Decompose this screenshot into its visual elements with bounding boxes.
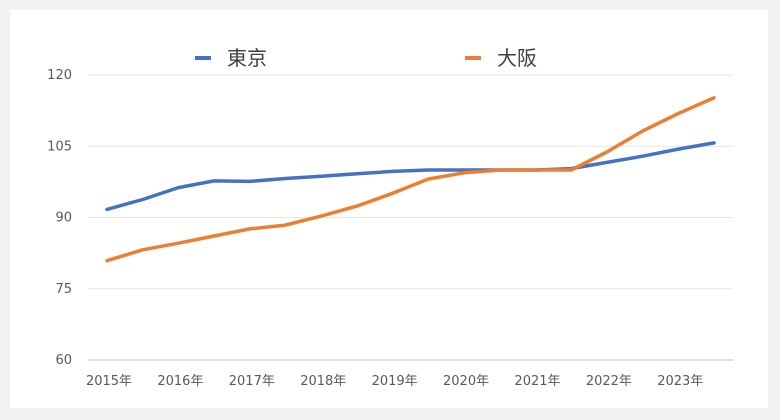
x-axis: 2015年 2016年 2017年 2018年 2019年 2020年 2021年 2022年… — [86, 374, 703, 389]
y-tick-label: 90 — [55, 211, 72, 226]
x-tick-label: 2021年 — [514, 374, 560, 389]
x-tick-label: 2019年 — [372, 374, 418, 389]
x-tick-label: 2016年 — [157, 374, 203, 389]
y-tick-label: 75 — [55, 282, 72, 297]
x-tick-label: 2020年 — [443, 374, 489, 389]
y-tick-label: 60 — [55, 353, 72, 368]
chart-card: 60 75 90 105 120 2015年 2016年 2017年 2018年 2019年 20… — [10, 10, 768, 408]
x-tick-label: 2015年 — [86, 374, 132, 389]
legend-label: 東京 — [227, 46, 267, 70]
series-line-tokyo — [105, 141, 716, 212]
x-tick-label: 2022年 — [586, 374, 632, 389]
x-tick-label: 2023年 — [657, 374, 703, 389]
gridlines — [88, 74, 733, 361]
series-line-osaka — [105, 96, 716, 263]
x-tick-label: 2018年 — [300, 374, 346, 389]
y-tick-label: 120 — [47, 68, 72, 83]
y-axis: 60 75 90 105 120 — [47, 68, 72, 368]
x-tick-label: 2017年 — [229, 374, 275, 389]
y-tick-label: 105 — [47, 139, 72, 154]
series-lines — [105, 96, 716, 263]
legend-label: 大阪 — [497, 46, 537, 70]
legend: 東京 大阪 — [195, 46, 537, 70]
